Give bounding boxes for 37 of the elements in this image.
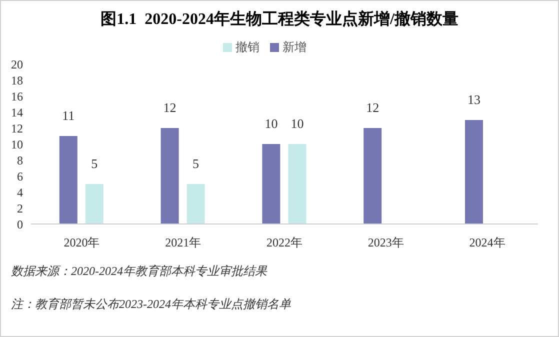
x-tick-label: 2022年 <box>266 236 302 250</box>
x-tick-label: 2021年 <box>165 236 202 250</box>
bar <box>364 128 382 224</box>
data-label: 12 <box>366 100 380 115</box>
source-note: 数据来源：2020-2024年教育部本科专业审批结果 <box>11 263 267 280</box>
y-tick-label: 6 <box>17 169 23 184</box>
x-tick-label: 2023年 <box>368 236 404 250</box>
bar <box>464 120 483 224</box>
y-tick-label: 8 <box>17 153 23 168</box>
text: 注：教育部暂未公布2023-2024年本科专业点撤销名单 <box>11 296 291 313</box>
data-label: 5 <box>192 156 200 171</box>
bar <box>59 136 78 224</box>
x-tick-label: 2024年 <box>469 236 506 250</box>
y-tick-label: 16 <box>11 89 23 104</box>
bar <box>85 184 104 224</box>
data-label: 13 <box>467 92 480 107</box>
legend-label: 新增 <box>282 40 306 54</box>
y-tick-label: 2 <box>17 201 23 216</box>
y-tick-label: 18 <box>11 73 23 88</box>
y-tick-label: 10 <box>11 137 23 152</box>
bar <box>186 184 205 224</box>
y-tick-label: 4 <box>17 185 23 200</box>
data-label: 5 <box>91 156 98 171</box>
bar <box>160 128 179 224</box>
data-label: 10 <box>290 116 304 131</box>
data-label: 11 <box>62 108 75 123</box>
y-tick-label: 0 <box>17 217 23 232</box>
bar <box>288 144 306 224</box>
legend-label: 撤销 <box>236 40 260 54</box>
chart-title: 图1.1 2020-2024年生物工程类专业点新增/撤销数量 <box>100 9 460 30</box>
y-tick-label: 14 <box>11 105 23 120</box>
y-tick-label: 12 <box>11 121 23 136</box>
y-tick-label: 20 <box>11 57 23 72</box>
data-label: 12 <box>163 100 176 115</box>
data-label: 10 <box>264 116 278 131</box>
bar <box>262 144 280 224</box>
x-tick-label: 2020年 <box>64 236 100 250</box>
